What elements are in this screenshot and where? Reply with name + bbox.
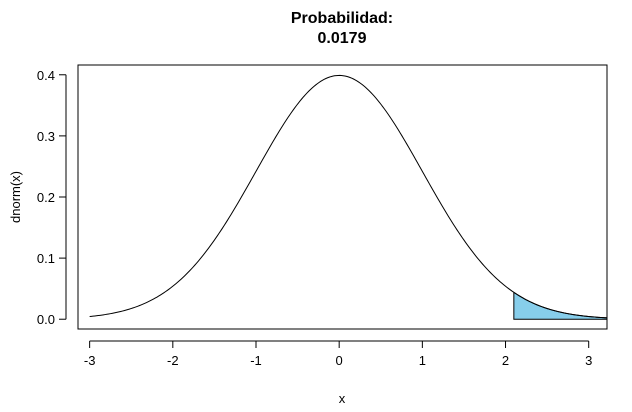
y-tick-label: 0.1: [37, 251, 55, 266]
x-tick-label: 0: [336, 353, 343, 368]
chart-title-line1: Probabilidad:: [291, 10, 393, 27]
x-tick-label: -3: [84, 353, 96, 368]
y-axis: 0.0 0.1 0.2 0.3 0.4: [37, 68, 67, 327]
shaded-tail-region: [513, 291, 608, 320]
y-axis-label: dnorm(x): [8, 171, 23, 223]
plot-frame: [77, 64, 608, 330]
x-axis-label: x: [339, 391, 346, 406]
y-tick-label: 0.0: [37, 312, 55, 327]
chart-title-line2: 0.0179: [318, 30, 367, 47]
y-tick-label: 0.4: [37, 68, 55, 83]
x-tick-label: 3: [585, 353, 592, 368]
y-tick-label: 0.2: [37, 190, 55, 205]
y-tick-label: 0.3: [37, 129, 55, 144]
density-curve: [89, 74, 608, 319]
x-axis: -3 -2 -1 0 1 2 3: [84, 340, 592, 368]
x-tick-label: -2: [167, 353, 179, 368]
x-tick-label: -1: [250, 353, 262, 368]
x-tick-label: 2: [502, 353, 509, 368]
x-tick-label: 1: [419, 353, 426, 368]
